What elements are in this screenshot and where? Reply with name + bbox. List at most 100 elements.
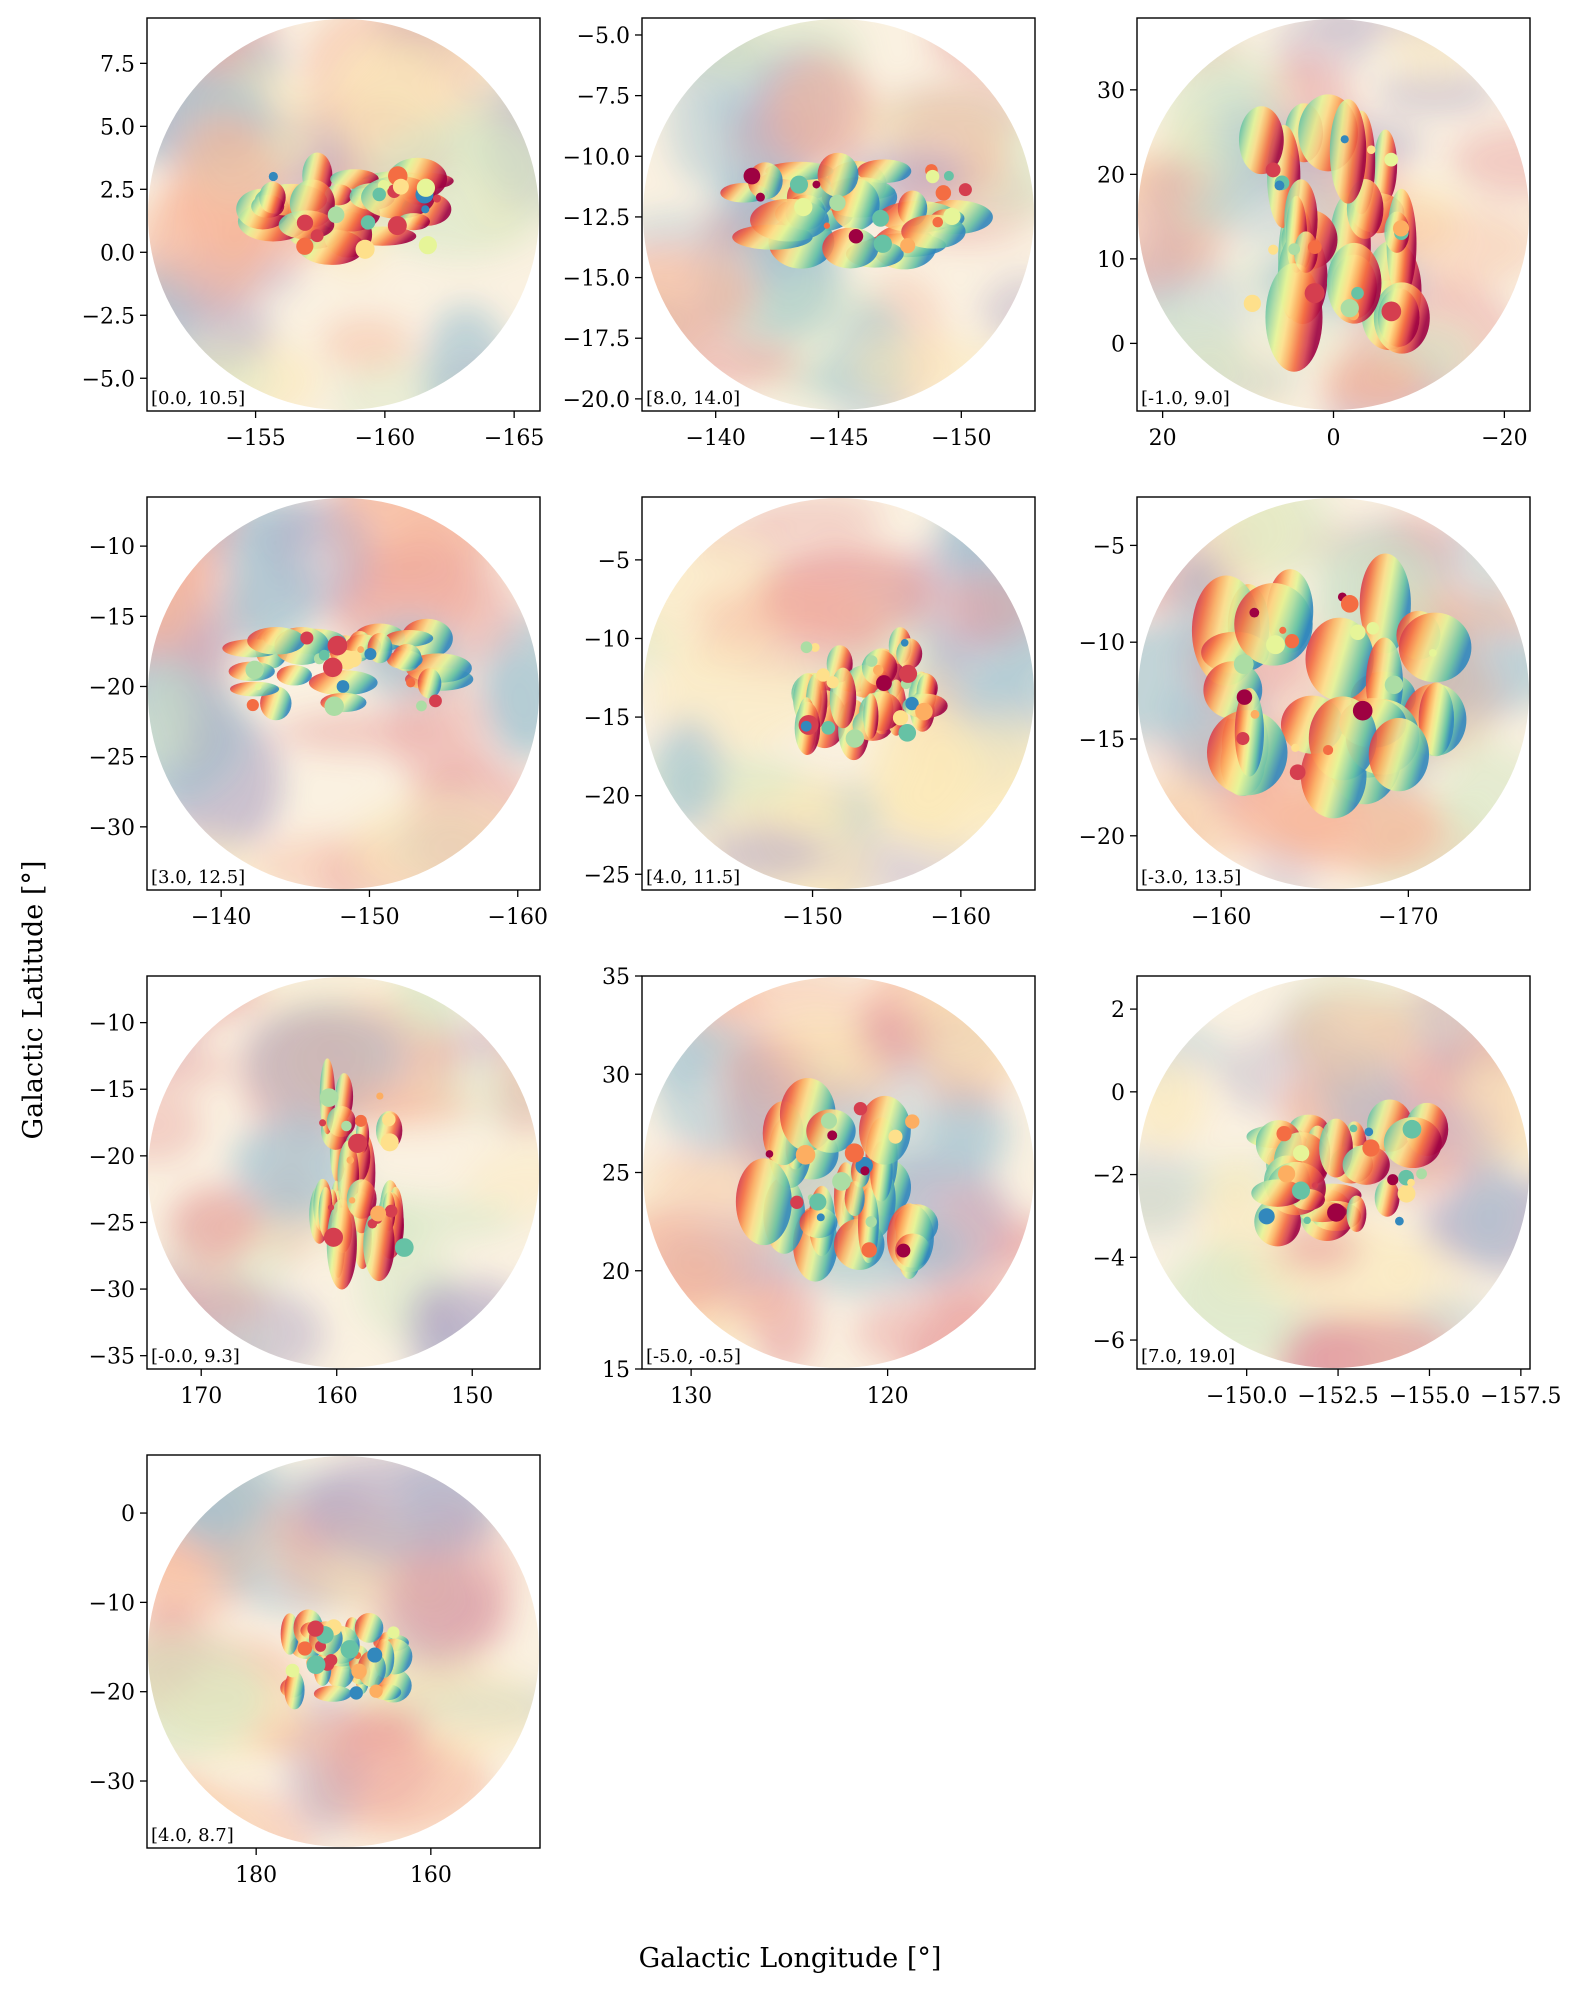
chart-panel: −140 −150 −160 −30 −25 −20 −15 −10 [3.0, 12.5] <box>89 496 548 930</box>
x-tick-label: −170 <box>1378 905 1438 930</box>
y-tick-label: 2 <box>1111 998 1125 1023</box>
panel-range-label: [0.0, 10.5] <box>151 388 245 409</box>
x-tick-label: 180 <box>235 1863 277 1888</box>
panels-group: −155 −160 −165 −5.0 −2.5 0.0 2.5 5.0 7.5 [0.0, 10… <box>82 17 1562 1888</box>
y-tick-label: −30 <box>89 1278 135 1303</box>
y-tick-label: −20 <box>1079 825 1125 850</box>
x-tick-label: −160 <box>1191 905 1251 930</box>
chart-panel: 130 120 15 20 25 30 35 [-5.0, -0.5] <box>602 965 1036 1409</box>
panel-frame <box>146 17 541 412</box>
y-tick-label: 35 <box>602 965 630 990</box>
y-tick-label: −15 <box>89 605 135 630</box>
x-tick-label: −155 <box>225 426 285 451</box>
x-tick-label: −160 <box>931 905 991 930</box>
x-tick-label: 150 <box>451 1384 493 1409</box>
panel-range-label: [7.0, 19.0] <box>1141 1346 1235 1367</box>
chart-panel: −155 −160 −165 −5.0 −2.5 0.0 2.5 5.0 7.5 [0.0, 10… <box>82 17 544 451</box>
x-tick-label: −20 <box>1481 426 1527 451</box>
x-tick-label: 0 <box>1327 426 1341 451</box>
y-tick-label: 7.5 <box>100 52 135 77</box>
cloud-velocity-map <box>720 152 993 270</box>
panel-frame <box>146 496 541 891</box>
y-tick-label: −30 <box>89 816 135 841</box>
y-tick-label: −10.0 <box>563 145 630 170</box>
y-tick-label: 15 <box>602 1358 630 1383</box>
y-tick-label: −20.0 <box>563 388 630 413</box>
y-tick-label: −4 <box>1093 1246 1125 1271</box>
y-tick-label: −10 <box>89 1012 135 1037</box>
cloud-velocity-map <box>309 1058 414 1290</box>
y-tick-label: −30 <box>89 1770 135 1795</box>
y-tick-label: −15 <box>89 1078 135 1103</box>
y-tick-label: 25 <box>602 1162 630 1187</box>
y-tick-label: −35 <box>89 1345 135 1370</box>
x-tick-label: 170 <box>180 1384 222 1409</box>
panel-frame <box>641 496 1036 891</box>
y-tick-label: −7.5 <box>577 85 630 110</box>
y-axis-title: Galactic Latitude [°] <box>18 861 49 1140</box>
chart-panel: −150.0 −152.5 −155.0 −157.5 −6 −4 −2 0 2 [7.0, 19… <box>1093 975 1562 1409</box>
x-tick-label: −140 <box>685 426 745 451</box>
y-tick-label: 20 <box>1097 163 1125 188</box>
x-tick-label: −150 <box>339 905 399 930</box>
x-tick-label: −150 <box>782 905 842 930</box>
y-tick-label: 0.0 <box>100 241 135 266</box>
x-tick-label: −160 <box>488 905 548 930</box>
y-tick-label: −20 <box>89 675 135 700</box>
y-tick-label: 30 <box>1097 79 1125 104</box>
y-tick-label: −5.0 <box>577 24 630 49</box>
y-tick-label: 5.0 <box>100 115 135 140</box>
y-tick-label: −15 <box>1079 728 1125 753</box>
y-tick-label: −12.5 <box>563 206 630 231</box>
panel-frame <box>1136 975 1531 1370</box>
y-tick-label: −10 <box>89 1591 135 1616</box>
x-tick-label: −165 <box>484 426 544 451</box>
y-tick-label: −20 <box>89 1681 135 1706</box>
x-tick-label: −150.0 <box>1206 1384 1287 1409</box>
x-tick-label: −140 <box>191 905 251 930</box>
panel-range-label: [4.0, 11.5] <box>646 867 740 888</box>
y-tick-label: −20 <box>89 1145 135 1170</box>
chart-panel: −160 −170 −20 −15 −10 −5 [-3.0, 13.5] <box>1079 496 1531 930</box>
y-tick-label: −15.0 <box>563 267 630 292</box>
chart-panel: 20 0 −20 0 10 20 30 [-1.0, 9.0] <box>1097 17 1531 451</box>
y-tick-label: −10 <box>1079 631 1125 656</box>
x-tick-label: −155.0 <box>1389 1384 1470 1409</box>
y-tick-label: −5 <box>598 549 630 574</box>
x-tick-label: 120 <box>867 1384 909 1409</box>
y-tick-label: −2 <box>1093 1164 1125 1189</box>
y-tick-label: 2.5 <box>100 178 135 203</box>
x-tick-label: 160 <box>316 1384 358 1409</box>
x-tick-label: 130 <box>670 1384 712 1409</box>
chart-panel: 180 160 −30 −20 −10 0 [4.0, 8.7] <box>89 1454 541 1888</box>
cloud-velocity-map <box>791 627 948 761</box>
chart-panel: 170 160 150 −35 −30 −25 −20 −15 −10 [-0.0, 9.3] <box>89 975 541 1409</box>
cloud-velocity-map <box>236 152 454 265</box>
y-tick-label: −10 <box>89 535 135 560</box>
y-tick-label: −15 <box>584 706 630 731</box>
y-tick-label: −6 <box>1093 1329 1125 1354</box>
x-axis-title: Galactic Longitude [°] <box>639 1943 942 1974</box>
y-tick-label: −5.0 <box>82 367 135 392</box>
y-tick-label: −25 <box>89 1211 135 1236</box>
y-tick-label: −17.5 <box>563 327 630 352</box>
y-tick-label: −25 <box>584 863 630 888</box>
cloud-velocity-map <box>1238 94 1430 372</box>
x-tick-label: −150 <box>931 426 991 451</box>
y-tick-label: 0 <box>1111 332 1125 357</box>
x-tick-label: −160 <box>355 426 415 451</box>
cloud-velocity-map <box>222 618 474 721</box>
y-tick-label: 10 <box>1097 248 1125 273</box>
y-tick-label: −20 <box>584 785 630 810</box>
x-tick-label: 160 <box>410 1863 452 1888</box>
x-tick-label: −157.5 <box>1480 1384 1561 1409</box>
cloud-velocity-map <box>1191 553 1472 819</box>
panel-range-label: [-1.0, 9.0] <box>1141 388 1230 409</box>
y-tick-label: −2.5 <box>82 304 135 329</box>
cloud-velocity-map <box>280 1609 413 1710</box>
y-tick-label: 20 <box>602 1260 630 1285</box>
y-tick-label: −10 <box>584 627 630 652</box>
panel-range-label: [-5.0, -0.5] <box>646 1346 741 1367</box>
panel-range-label: [8.0, 14.0] <box>646 388 740 409</box>
